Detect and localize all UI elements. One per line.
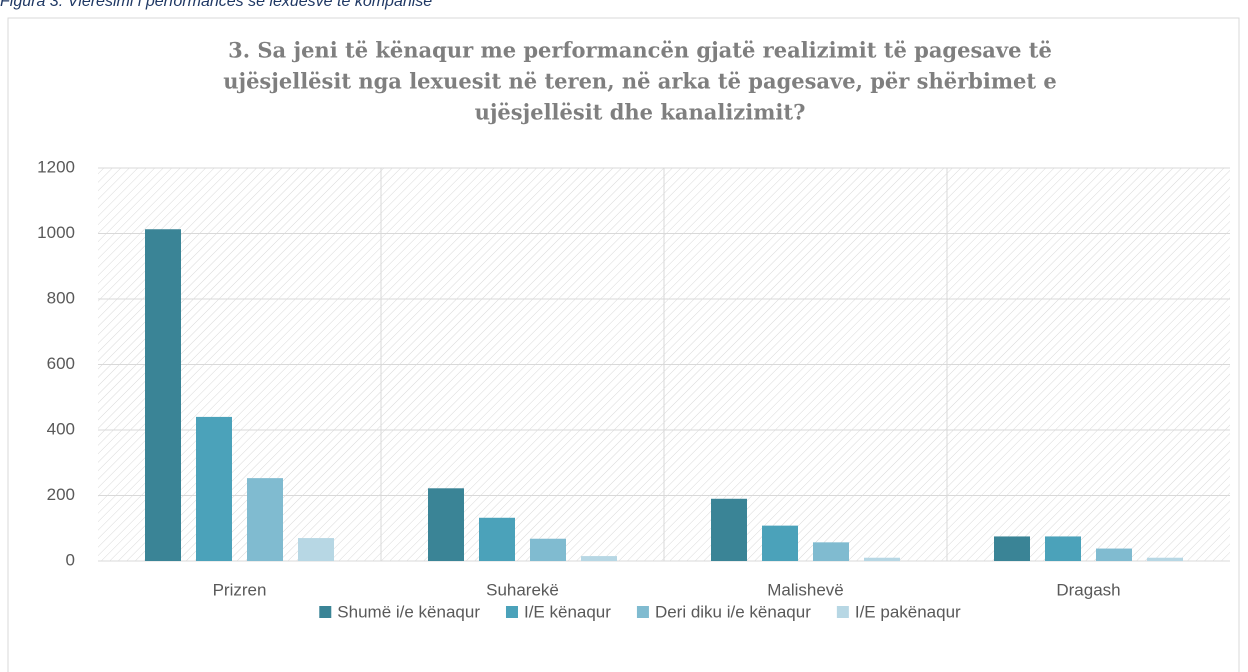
x-tick-label: Dragash <box>1056 580 1120 599</box>
bar <box>428 488 464 561</box>
legend-swatch <box>319 606 332 618</box>
legend-label: Shumë i/e kënaqur <box>337 602 480 621</box>
bar <box>762 525 798 561</box>
bar <box>994 536 1030 561</box>
bar <box>196 416 232 561</box>
legend-swatch <box>836 606 849 618</box>
title-line: ujësjellësit dhe kanalizimit? <box>475 100 806 125</box>
y-tick-label: 200 <box>47 485 75 504</box>
y-tick-label: 800 <box>47 288 75 307</box>
bar <box>1045 536 1081 561</box>
bar <box>479 517 515 561</box>
y-tick-label: 400 <box>47 419 75 438</box>
bar <box>1147 557 1183 561</box>
legend-swatch <box>636 606 649 618</box>
bar <box>864 557 900 561</box>
y-tick-label: 600 <box>47 354 75 373</box>
bar <box>711 498 747 561</box>
bar <box>145 229 181 561</box>
legend-label: Deri diku i/e kënaqur <box>655 602 811 621</box>
y-tick-label: 1000 <box>37 223 75 242</box>
bar <box>298 538 334 561</box>
x-tick-label: Suharekë <box>486 580 559 599</box>
bar <box>247 478 283 561</box>
bar <box>813 542 849 561</box>
bar <box>530 538 566 561</box>
legend-label: I/E kënaqur <box>524 602 611 621</box>
y-tick-label: 0 <box>66 550 75 569</box>
bar <box>1096 548 1132 561</box>
title-line: ujësjellësit nga lexuesit në teren, në a… <box>223 69 1057 94</box>
caption: Figura 3. Vlerësimi i performancës së le… <box>0 0 432 10</box>
bar <box>581 556 617 561</box>
x-tick-label: Malishevë <box>767 580 844 599</box>
legend-swatch <box>505 606 518 618</box>
y-tick-label: 1200 <box>37 157 75 176</box>
chart-title: 3. Sa jeni të kënaqur me performancën gj… <box>223 38 1057 125</box>
x-tick-label: Prizren <box>213 580 267 599</box>
legend-label: I/E pakënaqur <box>855 602 961 621</box>
title-line: 3. Sa jeni të kënaqur me performancën gj… <box>228 38 1052 63</box>
